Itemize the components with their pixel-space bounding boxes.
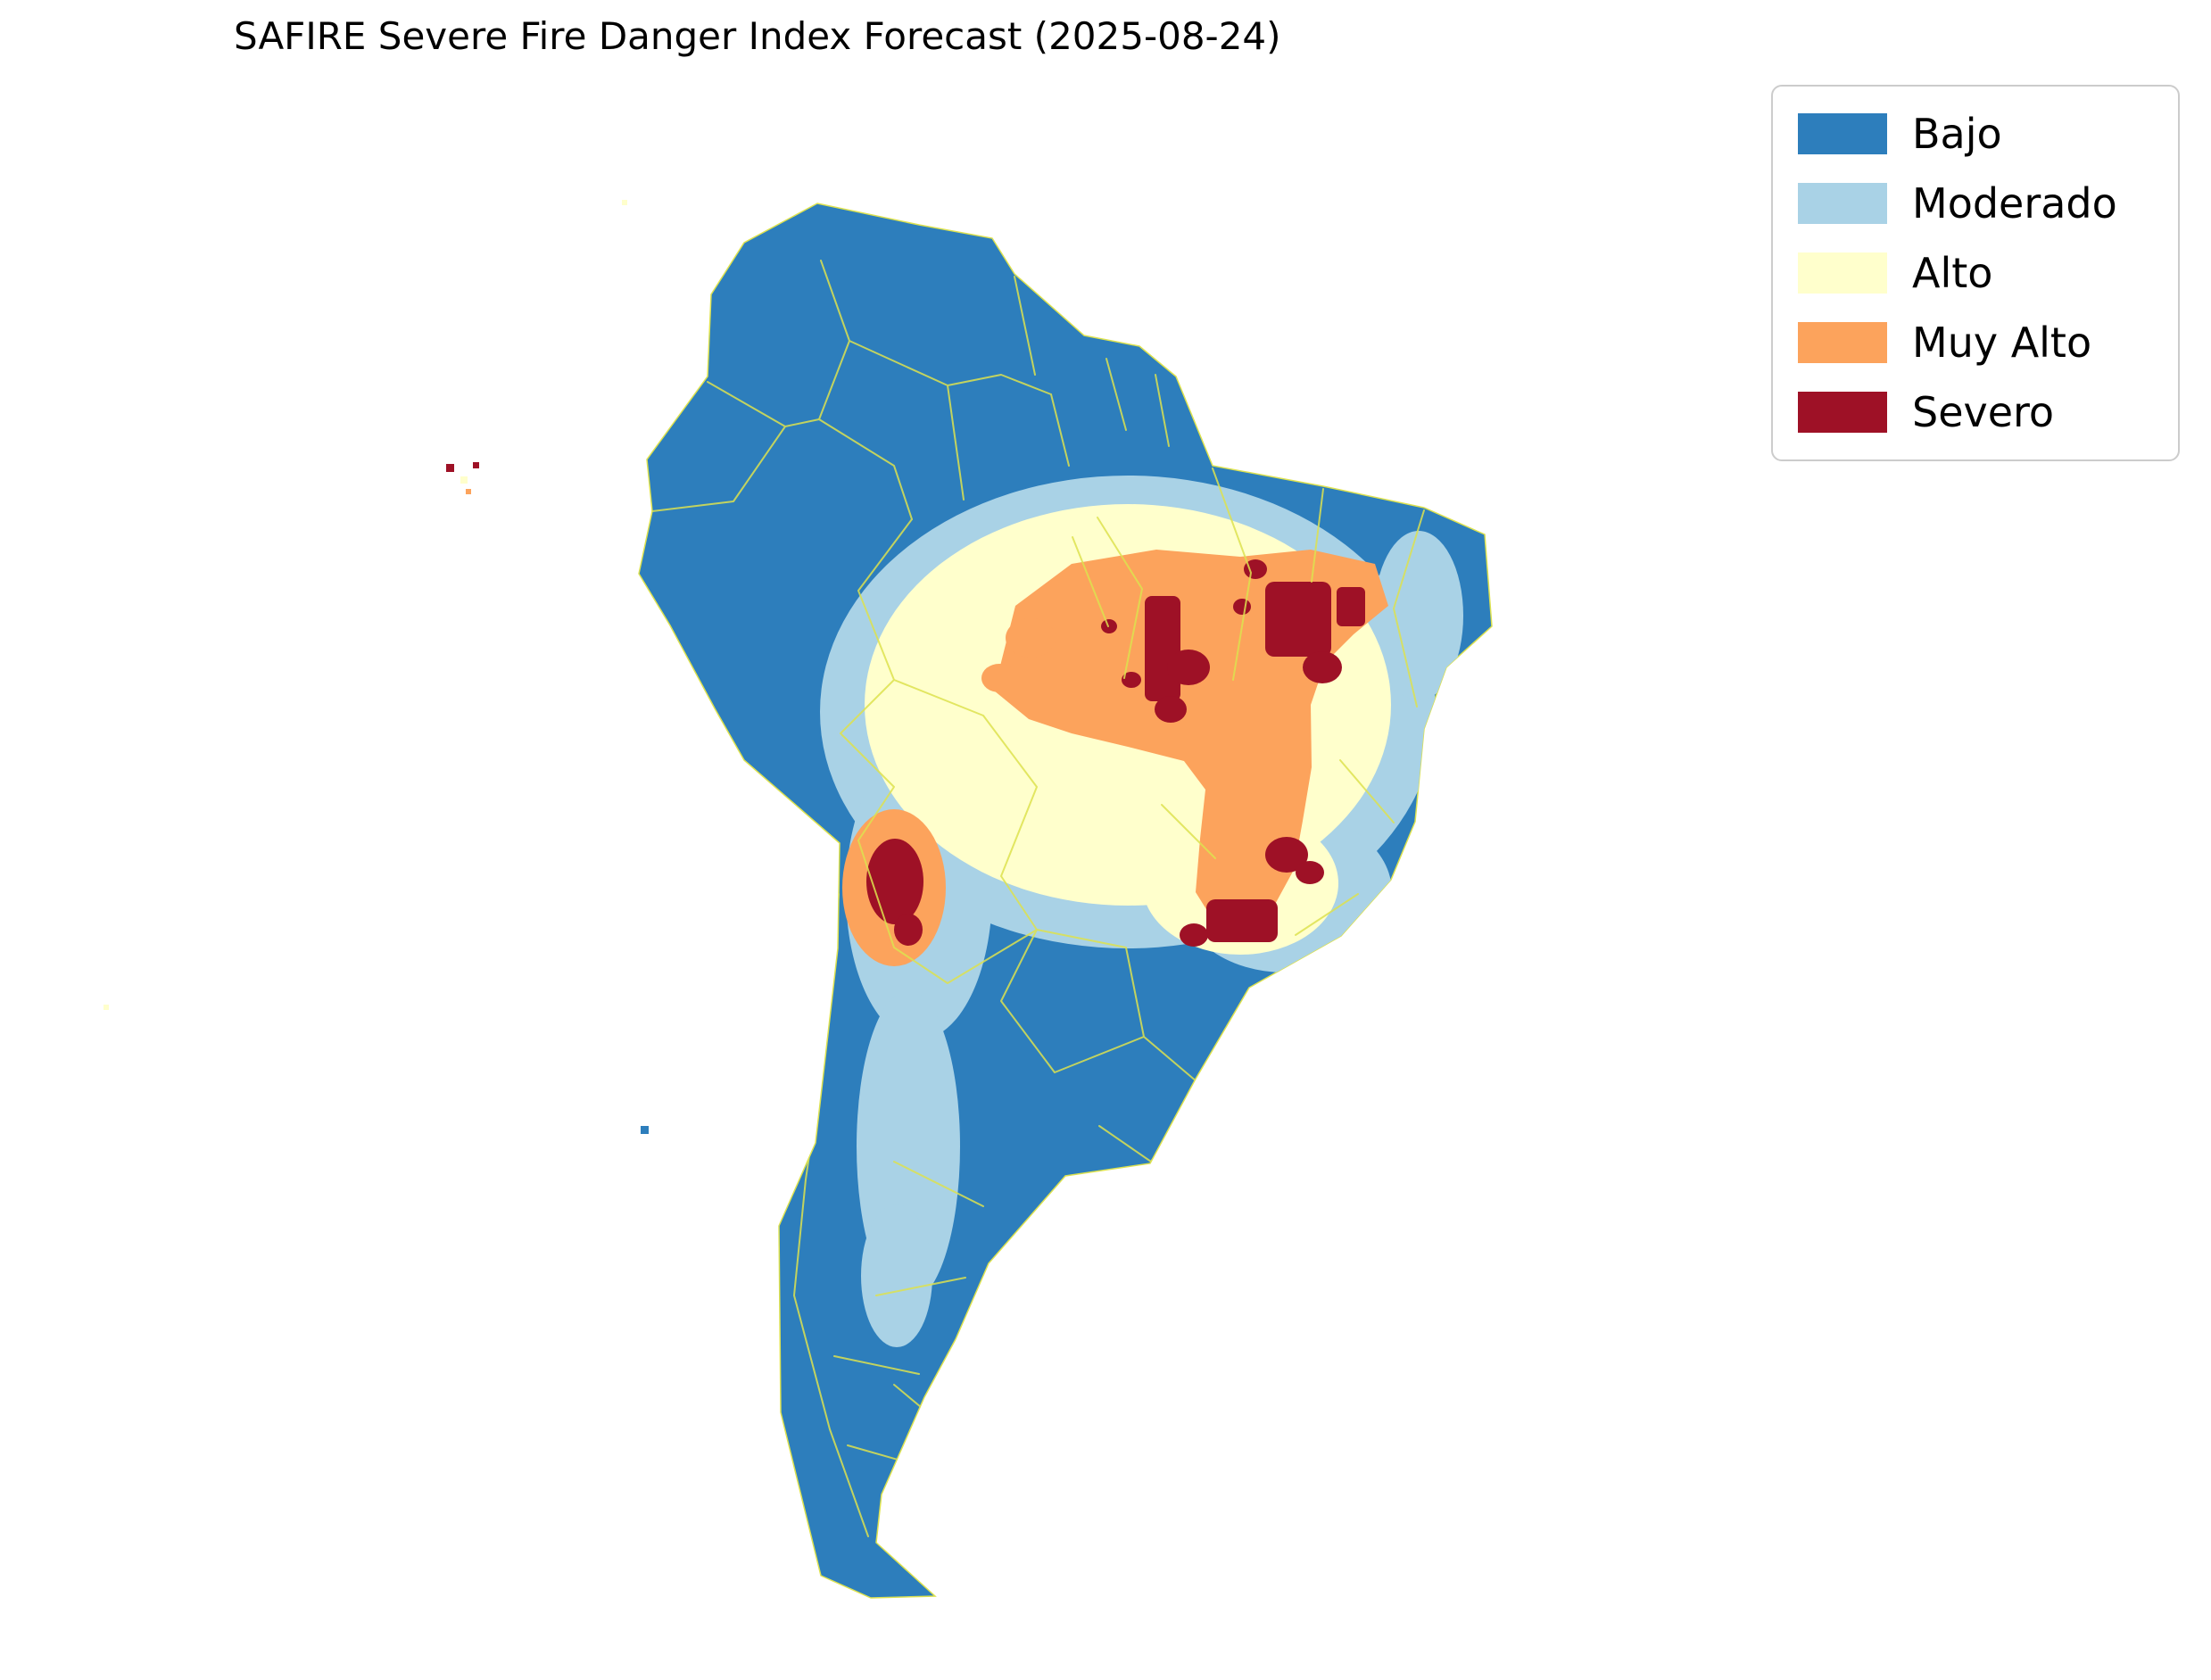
legend-label-alto: Alto xyxy=(1912,249,1993,297)
legend-label-muy-alto: Muy Alto xyxy=(1912,319,2092,367)
severo-blob xyxy=(1233,599,1251,615)
boundary-line xyxy=(1097,517,1143,679)
boundary-line xyxy=(818,418,913,520)
offshore-specks xyxy=(104,200,649,1134)
boundary-line xyxy=(1072,536,1109,627)
boundary-line xyxy=(1106,358,1127,431)
severo-bolivia-hotspot xyxy=(866,839,923,924)
legend-item-bajo: Bajo xyxy=(1798,106,2153,161)
boundary-line xyxy=(1050,393,1070,467)
severo-blob xyxy=(1206,899,1278,942)
speck-alto xyxy=(104,1005,109,1010)
severo-blob xyxy=(1337,587,1365,626)
boundary-line xyxy=(1311,488,1324,583)
legend-swatch-alto xyxy=(1798,252,1887,294)
boundary-line xyxy=(840,518,913,734)
muy-alto-blob xyxy=(1006,618,1056,658)
boundary-line xyxy=(1155,374,1170,447)
boundary-line xyxy=(651,426,786,512)
boundary-line xyxy=(833,1355,920,1375)
boundary-line xyxy=(1161,804,1216,859)
legend-item-alto: Alto xyxy=(1798,245,2153,301)
boundary-line xyxy=(1295,893,1359,936)
boundary-line xyxy=(893,679,1038,931)
legend-swatch-moderado xyxy=(1798,183,1887,224)
severo-blob xyxy=(1155,696,1187,723)
boundary-line xyxy=(893,1161,984,1207)
boundary-line xyxy=(857,840,1038,984)
speck-bajo-island xyxy=(641,1126,649,1134)
legend-label-severo: Severo xyxy=(1912,388,2055,436)
severo-blob xyxy=(1145,596,1180,701)
severo-blob xyxy=(1244,559,1267,579)
speck-muy-alto xyxy=(466,489,471,494)
legend-swatch-muy-alto xyxy=(1798,322,1887,363)
severo-blob xyxy=(1122,672,1141,688)
severo-blob xyxy=(1265,837,1308,873)
speck-alto xyxy=(460,476,468,484)
severo-blob xyxy=(1167,650,1210,685)
muy-alto-blob xyxy=(981,664,1017,692)
boundary-line xyxy=(1014,276,1036,376)
boundary-line xyxy=(875,1277,966,1296)
boundary-line xyxy=(1393,509,1425,708)
boundary-line xyxy=(840,732,895,841)
boundary-line xyxy=(947,385,965,501)
boundary-line xyxy=(1339,759,1395,823)
boundary-line xyxy=(1212,468,1252,681)
speck-alto xyxy=(622,200,627,205)
legend-item-muy-alto: Muy Alto xyxy=(1798,315,2153,370)
severo-blob xyxy=(1180,923,1208,947)
region-severo xyxy=(866,559,1365,947)
legend-swatch-severo xyxy=(1798,392,1887,433)
speck-severo xyxy=(446,464,454,472)
severo-blob xyxy=(1303,651,1342,683)
severo-blob xyxy=(1296,861,1324,884)
boundary-line xyxy=(849,340,1052,395)
legend-swatch-bajo xyxy=(1798,113,1887,154)
severo-blob xyxy=(1265,582,1331,657)
legend: Bajo Moderado Alto Muy Alto Severo xyxy=(1771,85,2180,461)
moderado-blob xyxy=(861,1204,932,1347)
legend-item-moderado: Moderado xyxy=(1798,176,2153,231)
figure-title: SAFIRE Severe Fire Danger Index Forecast… xyxy=(234,14,1281,58)
moderado-blob xyxy=(1374,531,1463,700)
legend-label-bajo: Bajo xyxy=(1912,110,2002,158)
severo-bolivia-hotspot xyxy=(894,914,923,946)
speck-severo xyxy=(473,462,479,468)
legend-item-severo: Severo xyxy=(1798,385,2153,440)
boundary-line xyxy=(1000,929,1145,1073)
legend-label-moderado: Moderado xyxy=(1912,179,2117,228)
